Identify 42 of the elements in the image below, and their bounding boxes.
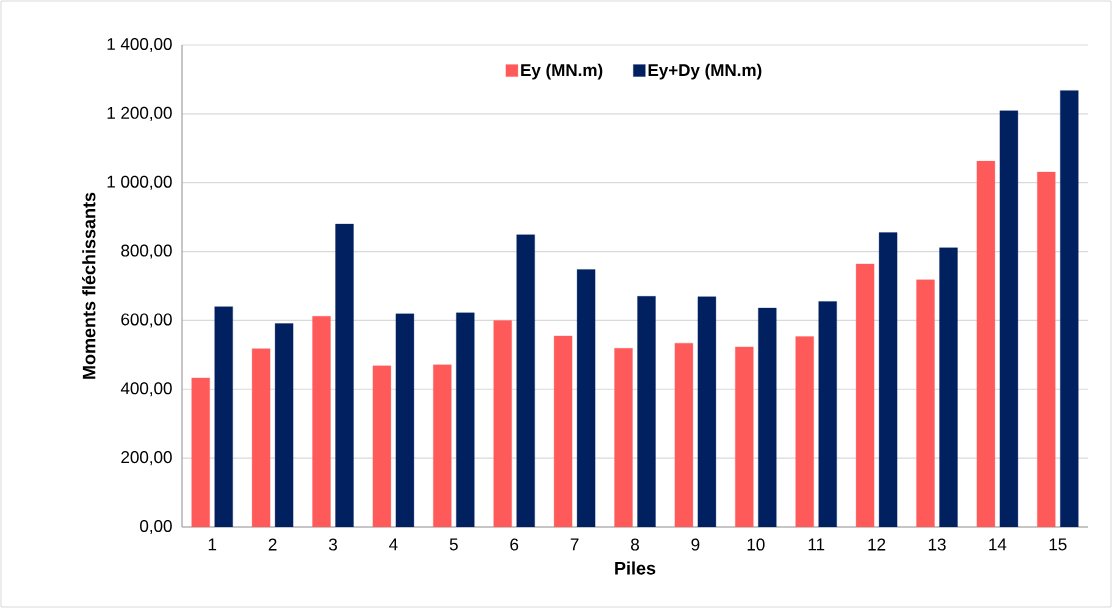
x-tick-label: 4 bbox=[389, 538, 398, 551]
y-tick-label: 1 400,00 bbox=[107, 37, 172, 53]
x-tick-label: 12 bbox=[868, 538, 886, 551]
x-tick-label: 14 bbox=[989, 538, 1007, 551]
x-tick-label: 5 bbox=[449, 538, 458, 551]
x-tick-label: 9 bbox=[691, 538, 700, 551]
bar bbox=[674, 342, 694, 527]
y-tick-label: 600,00 bbox=[121, 313, 172, 328]
x-tick-label: 15 bbox=[1049, 538, 1067, 551]
y-tick-label: 1 000,00 bbox=[107, 175, 172, 190]
x-tick-label: 10 bbox=[747, 538, 765, 551]
bar bbox=[191, 377, 210, 527]
bar bbox=[493, 320, 512, 527]
bar bbox=[312, 316, 331, 527]
bar bbox=[1037, 171, 1056, 527]
x-tick-label: 1 bbox=[208, 538, 217, 551]
bar bbox=[251, 348, 271, 527]
x-tick-label: 7 bbox=[570, 538, 579, 551]
y-tick-label: 0,00 bbox=[140, 519, 172, 535]
x-axis-title: Piles bbox=[615, 561, 656, 575]
x-tick-label: 6 bbox=[510, 538, 519, 551]
bar bbox=[553, 335, 573, 527]
x-tick-label: 8 bbox=[631, 538, 639, 551]
bar bbox=[735, 346, 754, 527]
y-tick-label: 1 200,00 bbox=[107, 106, 172, 121]
legend-label: Ey+Dy (MN.m) bbox=[648, 63, 762, 80]
bar bbox=[372, 365, 392, 527]
y-tick-label: 400,00 bbox=[120, 382, 172, 397]
bar bbox=[855, 263, 875, 527]
bar bbox=[916, 279, 935, 527]
legend-label: Ey (MN.m) bbox=[521, 63, 603, 80]
x-tick-label: 13 bbox=[928, 538, 946, 551]
y-tick-label: 200,00 bbox=[121, 451, 172, 466]
x-tick-label: 3 bbox=[328, 538, 337, 551]
x-tick-label: 2 bbox=[268, 538, 277, 551]
bar bbox=[976, 160, 996, 527]
bar bbox=[614, 348, 633, 527]
bar bbox=[795, 336, 814, 527]
y-tick-label: 800,00 bbox=[121, 244, 172, 259]
bar bbox=[433, 364, 452, 527]
y-axis-title: Moments fléchissants bbox=[82, 192, 96, 379]
x-tick-label: 11 bbox=[808, 538, 825, 551]
